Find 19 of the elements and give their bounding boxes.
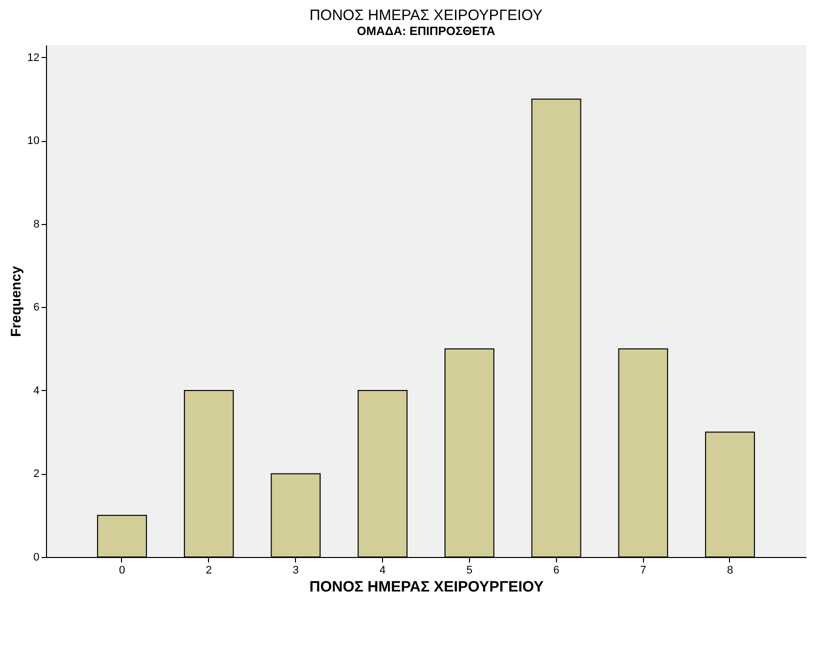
x-tick-label: 6 [553,564,560,576]
x-axis-title: ΠΟΝΟΣ ΗΜΕΡΑΣ ΧΕΙΡΟΥΡΓΕΙΟΥ [309,578,544,596]
y-tick-label: 10 [27,135,40,148]
x-tick-label: 8 [726,564,734,576]
x-tick-label: 7 [640,564,646,576]
x-tick-label: 3 [292,564,299,576]
chart-title: ΠΟΝΟΣ ΗΜΕΡΑΣ ΧΕΙΡΟΥΡΓΕΙΟΥ [309,7,543,24]
y-tick-label: 4 [33,384,40,397]
y-tick-label: 2 [33,468,40,480]
x-tick-label: 5 [466,564,472,576]
y-tick-label: 12 [27,52,40,64]
chart-subtitle: ΟΜΑΔΑ: ΕΠΙΠΡΟΣΘΕΤΑ [356,24,496,38]
y-tick-label: 0 [33,552,40,564]
y-tick-label: 8 [33,218,40,230]
y-axis-title: Frequency [7,266,24,337]
x-tick-label: 4 [380,564,386,576]
x-tick-label: 2 [206,564,212,576]
x-tick-label: 0 [118,564,126,576]
y-tick-label: 6 [33,302,40,314]
